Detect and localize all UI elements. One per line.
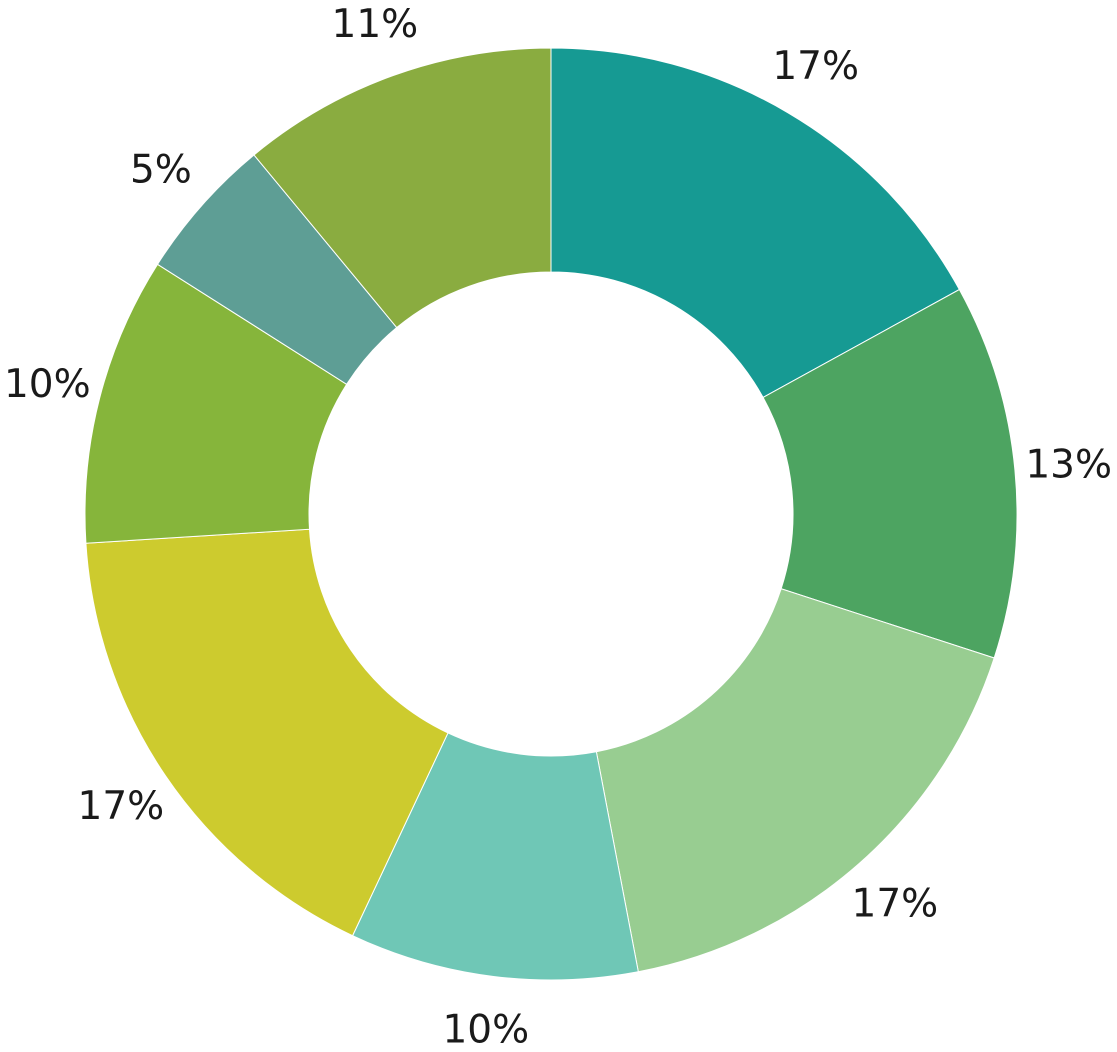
slice-percent-label: 5% bbox=[130, 148, 192, 193]
donut-slice-1 bbox=[550, 47, 961, 399]
donut-slice-4 bbox=[351, 732, 639, 981]
donut-slices bbox=[84, 47, 1018, 981]
donut-labels: 17% 13% 17% 10% 17% 10% 5% 11% bbox=[4, 2, 1112, 1052]
donut-slice-5 bbox=[85, 528, 449, 937]
slice-percent-label: 11% bbox=[332, 2, 419, 47]
donut-slice-2 bbox=[762, 288, 1018, 659]
slice-percent-label: 17% bbox=[772, 44, 859, 89]
slice-percent-label: 10% bbox=[442, 1007, 529, 1052]
slice-percent-label: 13% bbox=[1025, 443, 1112, 488]
slice-percent-label: 10% bbox=[4, 362, 91, 407]
slice-percent-label: 17% bbox=[78, 784, 165, 829]
donut-slice-3 bbox=[595, 588, 995, 973]
donut-slice-8 bbox=[253, 47, 552, 329]
slice-percent-label: 17% bbox=[852, 882, 939, 927]
donut-slice-6 bbox=[84, 263, 348, 544]
